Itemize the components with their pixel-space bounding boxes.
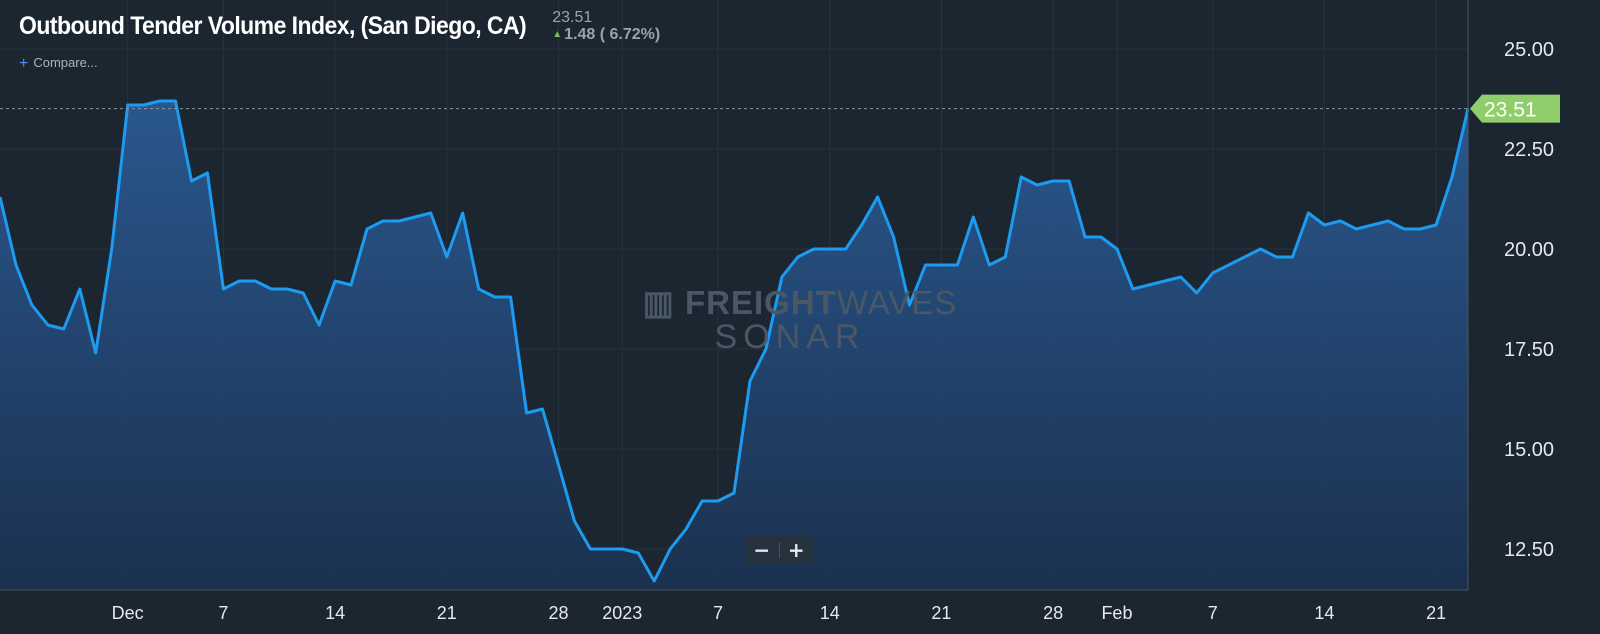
x-tick-label: 7 — [218, 603, 228, 623]
chart-title: Outbound Tender Volume Index, (San Diego… — [19, 12, 527, 40]
x-tick-label: 14 — [325, 603, 345, 623]
x-tick-label: 2023 — [602, 603, 642, 623]
up-arrow-icon: ▲ — [552, 28, 563, 40]
x-tick-label: 7 — [1208, 603, 1218, 623]
last-value-text: 23.51 — [552, 9, 593, 26]
zoom-in-button[interactable]: + — [780, 536, 814, 564]
y-tick-label: 20.00 — [1504, 239, 1554, 261]
change-value: 1.48 ( 6.72%) — [564, 25, 661, 43]
x-tick-label: 14 — [820, 603, 840, 623]
x-tick-label: 21 — [437, 603, 457, 623]
y-tick-label: 15.00 — [1504, 439, 1554, 461]
compare-label: Compare... — [33, 55, 98, 70]
x-tick-label: Feb — [1101, 603, 1132, 623]
x-tick-label: 28 — [1043, 603, 1063, 623]
x-axis: Dec 7 14 21 28 2023 7 14 21 28 Feb 7 14 21 — [0, 589, 1468, 623]
last-value-badge: 23.51 — [1470, 94, 1560, 123]
x-tick-label: 21 — [931, 603, 951, 623]
y-axis: 25.00 22.50 20.00 17.50 15.00 12.50 — [1467, 0, 1554, 590]
change-text: ▲ 1.48 ( 6.72%) — [552, 25, 661, 44]
plus-icon: + — [19, 55, 29, 72]
last-value-badge-label: 23.51 — [1484, 99, 1537, 122]
price-quote: 23.51 ▲ 1.48 ( 6.72%) — [552, 9, 661, 44]
y-tick-label: 25.00 — [1504, 39, 1554, 61]
last-value-badge-shape — [1470, 94, 1560, 123]
zoom-out-button[interactable]: − — [745, 536, 779, 564]
y-tick-label: 17.50 — [1504, 339, 1554, 361]
x-tick-label: 28 — [548, 603, 568, 623]
zoom-divider — [778, 542, 780, 558]
y-tick-label: 12.50 — [1504, 539, 1554, 561]
chart-header: Outbound Tender Volume Index, (San Diego… — [19, 9, 661, 44]
x-tick-label: Dec — [112, 603, 144, 623]
compare-button[interactable]: + Compare... — [19, 55, 98, 73]
series-area — [0, 101, 1468, 590]
x-tick-label: 7 — [713, 603, 723, 623]
series-line — [0, 99, 1470, 583]
x-tick-label: 21 — [1426, 603, 1446, 623]
x-tick-label: 14 — [1314, 603, 1334, 623]
zoom-controls: − + — [745, 536, 813, 564]
y-tick-label: 22.50 — [1504, 139, 1554, 161]
